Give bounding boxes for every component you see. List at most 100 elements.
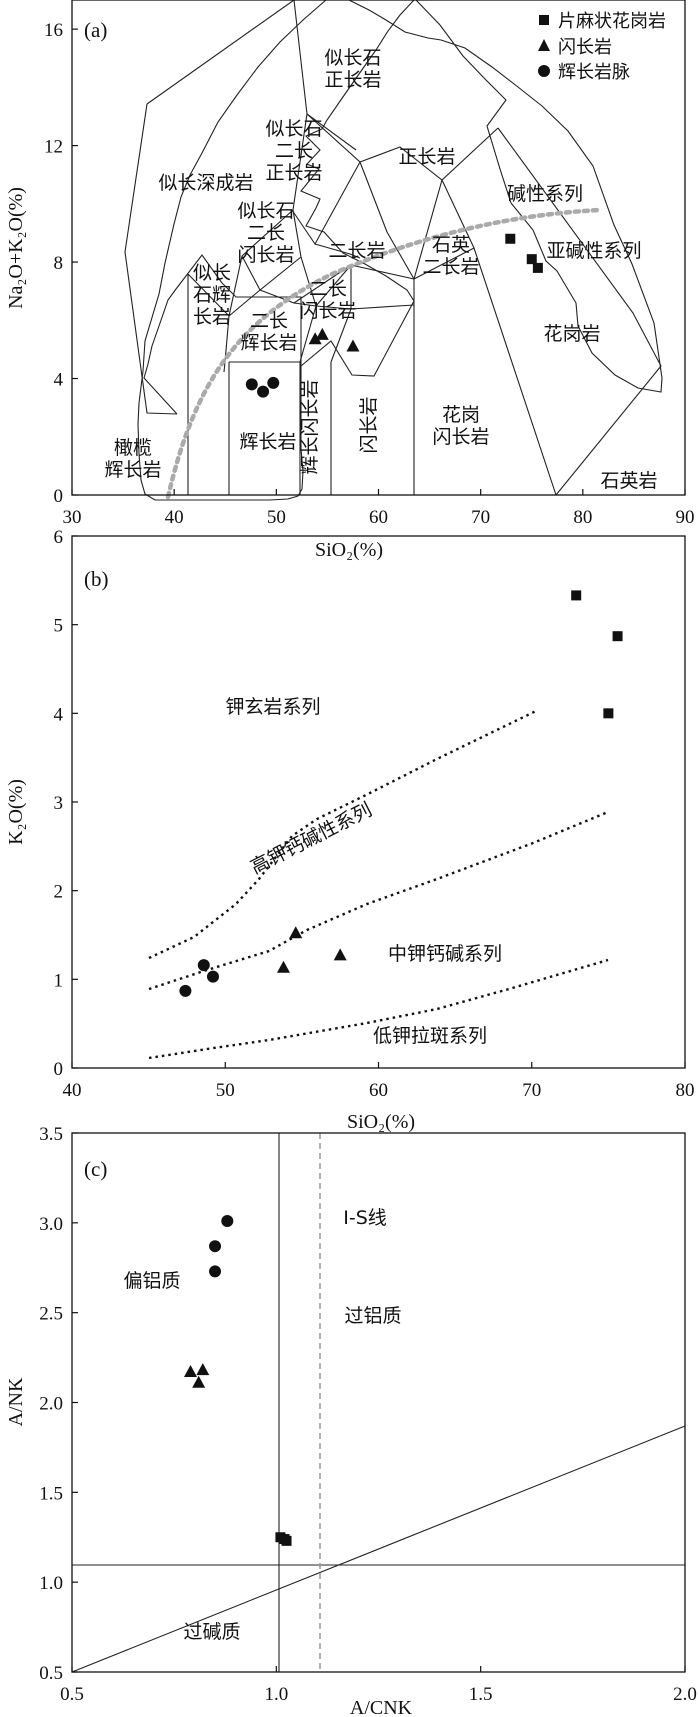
granite-point	[603, 708, 614, 719]
diorite-point	[308, 332, 322, 345]
x-tick-label: 80	[676, 1080, 695, 1101]
field-label: 过铝质	[344, 1305, 401, 1327]
x-tick-label: 60	[369, 507, 388, 528]
panel-c-ticks: 0.5 1.0 1.5 2.0 0.5 1.0 1.5 2.0 2.5 3.0 3.5	[39, 1124, 697, 1705]
y-tick-label: 0	[54, 1059, 64, 1080]
field-label: 正长岩	[398, 146, 455, 168]
y-tick-label: 2	[54, 882, 64, 903]
y-tick-label: 3.0	[39, 1214, 63, 1235]
diorite-point	[196, 1363, 210, 1376]
field-label: 中钾钙碱系列	[388, 943, 502, 965]
x-tick-label: 0.5	[60, 1684, 84, 1705]
granite-point	[505, 233, 516, 244]
x-tick-label: 70	[522, 1080, 541, 1101]
diorite-point	[289, 926, 303, 939]
high-k-boundary	[148, 810, 609, 991]
field-label: 二长	[247, 222, 285, 244]
y-tick-label: 1	[54, 970, 64, 991]
field-label: 辉长闪长岩	[299, 379, 321, 474]
y-tick-label: 2.0	[39, 1394, 63, 1415]
y-tick-label: 6	[54, 527, 64, 548]
y-tick-label: 3.5	[39, 1124, 63, 1145]
y-tick-label: 0	[54, 486, 64, 507]
y-tick-label: 16	[44, 20, 63, 41]
field-label: 似长石	[237, 200, 294, 222]
field-label: 过碱质	[183, 1621, 240, 1643]
y-tick-label: 2.5	[39, 1304, 63, 1325]
x-tick-label: 50	[267, 507, 286, 528]
medium-k-boundary	[148, 958, 609, 1060]
panel-b-frame	[71, 535, 686, 1069]
y-tick-label: 4	[54, 704, 64, 725]
gabbro-vein-point	[197, 959, 210, 972]
tas-field-lines	[124, 0, 662, 496]
field-label: 低钾拉斑系列	[373, 1025, 487, 1047]
diorite-point	[184, 1364, 198, 1377]
x-tick-label: 50	[216, 1080, 235, 1101]
gabbro-vein-point	[209, 1240, 222, 1253]
legend-label-gabbro-vein: 辉长岩脉	[558, 62, 630, 83]
y-tick-label: 12	[44, 137, 63, 158]
field-label: 亚碱性系列	[546, 240, 641, 262]
x-tick-label: 40	[165, 507, 184, 528]
field-label: 长岩	[193, 306, 231, 328]
field-label: 碱性系列	[507, 183, 583, 205]
field-label: I-S线	[343, 1207, 387, 1229]
alkaline-subalkaline-divider	[165, 207, 603, 500]
granite-point	[532, 262, 543, 273]
panel-a-y-axis-label: Na₂O+K₂O(%)	[5, 187, 27, 309]
legend-label-diorite: 闪长岩	[558, 37, 612, 58]
field-label: 石英	[432, 234, 470, 256]
field-label: 石辉	[193, 284, 231, 306]
panel-b-x-axis-label: SiO₂(%)	[347, 1111, 415, 1133]
field-label: 石英岩	[600, 470, 657, 492]
panel-b-ticks: 40 50 60 70 80 0 1 2 3 4 5 6	[54, 527, 695, 1101]
panel-c-data-points	[184, 1215, 292, 1546]
gabbro-vein-point	[245, 378, 258, 391]
granite-point	[571, 590, 582, 601]
y-tick-label: 5	[54, 616, 64, 637]
field-label: 正长岩	[324, 69, 381, 91]
gabbro-vein-point	[257, 385, 270, 398]
panel-b-data-points	[179, 590, 623, 997]
shoshonite-boundary	[148, 709, 537, 960]
x-tick-label: 90	[676, 507, 695, 528]
panel-a-ticks: 30 40 50 60 70 80 90 0 4 8 12 16	[44, 20, 695, 528]
panel-a-data-points	[245, 233, 543, 398]
legend-circle-marker	[538, 65, 550, 77]
x-tick-label: 1.0	[264, 1684, 288, 1705]
x-tick-label: 80	[573, 507, 592, 528]
field-label: 钾玄岩系列	[225, 696, 320, 718]
panel-a-label: (a)	[84, 18, 107, 42]
legend: 片麻状花岗岩 闪长岩 辉长岩脉	[538, 11, 666, 83]
panel-b-label: (b)	[84, 567, 109, 591]
diorite-point	[315, 327, 329, 340]
y-tick-label: 4	[54, 370, 64, 391]
field-label: 似长深成岩	[158, 172, 253, 194]
field-label: 二长	[309, 278, 347, 300]
panel-c-label: (c)	[84, 1157, 107, 1181]
y-tick-label: 8	[54, 253, 64, 274]
diorite-point	[276, 960, 290, 973]
diorite-point	[333, 948, 347, 961]
x-tick-label: 2.0	[673, 1684, 697, 1705]
field-label: 闪长岩	[299, 300, 356, 322]
field-label: 二长	[250, 310, 288, 332]
y-tick-label: 1.5	[39, 1483, 63, 1504]
gabbro-vein-point	[206, 970, 219, 983]
field-label: 二长岩	[422, 256, 479, 278]
field-label: 闪长岩	[432, 426, 489, 448]
gabbro-vein-point	[267, 376, 280, 389]
field-label: 偏铝质	[123, 1270, 180, 1292]
field-label: 似长石	[324, 47, 381, 69]
field-label: 辉长岩	[240, 332, 297, 354]
diorite-point	[192, 1375, 206, 1388]
x-tick-label: 40	[63, 1080, 82, 1101]
gabbro-vein-point	[221, 1215, 234, 1228]
diagonal-boundary	[71, 1425, 686, 1673]
field-label: 闪长岩	[237, 244, 294, 266]
field-label: 橄榄	[114, 437, 152, 459]
